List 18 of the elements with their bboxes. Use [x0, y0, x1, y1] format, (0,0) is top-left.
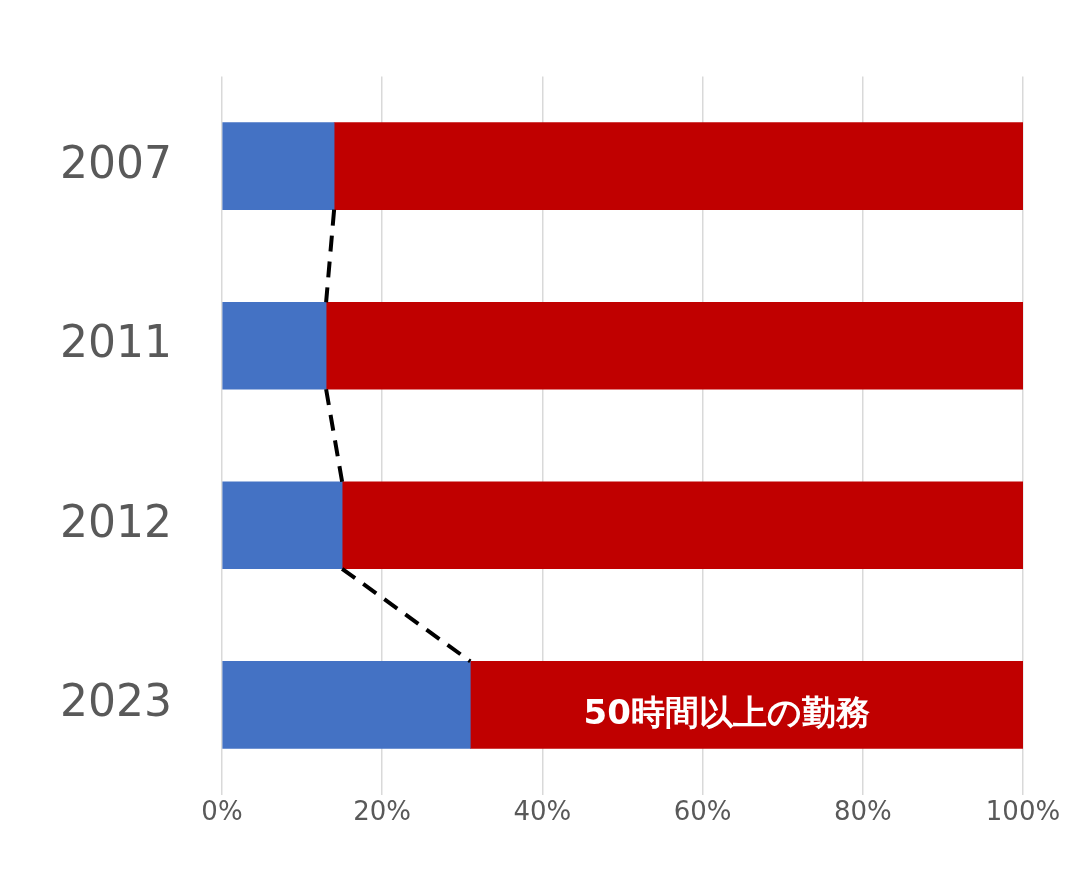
- bar: [333, 122, 1023, 211]
- x-tick-label: 60%: [673, 795, 732, 826]
- y-tick-label: 2007: [59, 136, 172, 188]
- y-tick-label: 2012: [59, 495, 172, 547]
- y-tick-label: 2023: [59, 675, 172, 727]
- bar: [341, 481, 1023, 570]
- bar: [222, 301, 327, 390]
- y-tick-label: 2011: [59, 316, 172, 368]
- bar: [325, 301, 1023, 390]
- x-tick-label: 20%: [353, 795, 412, 826]
- bar: [222, 122, 335, 211]
- x-tick-label: 40%: [513, 795, 572, 826]
- x-tick-label: 100%: [985, 795, 1061, 826]
- x-tick-label: 80%: [833, 795, 892, 826]
- bar: [469, 661, 1023, 749]
- x-tick-label: 0%: [201, 795, 243, 826]
- bar: [222, 481, 343, 570]
- annotation: 50時間以上の勤務: [583, 691, 870, 732]
